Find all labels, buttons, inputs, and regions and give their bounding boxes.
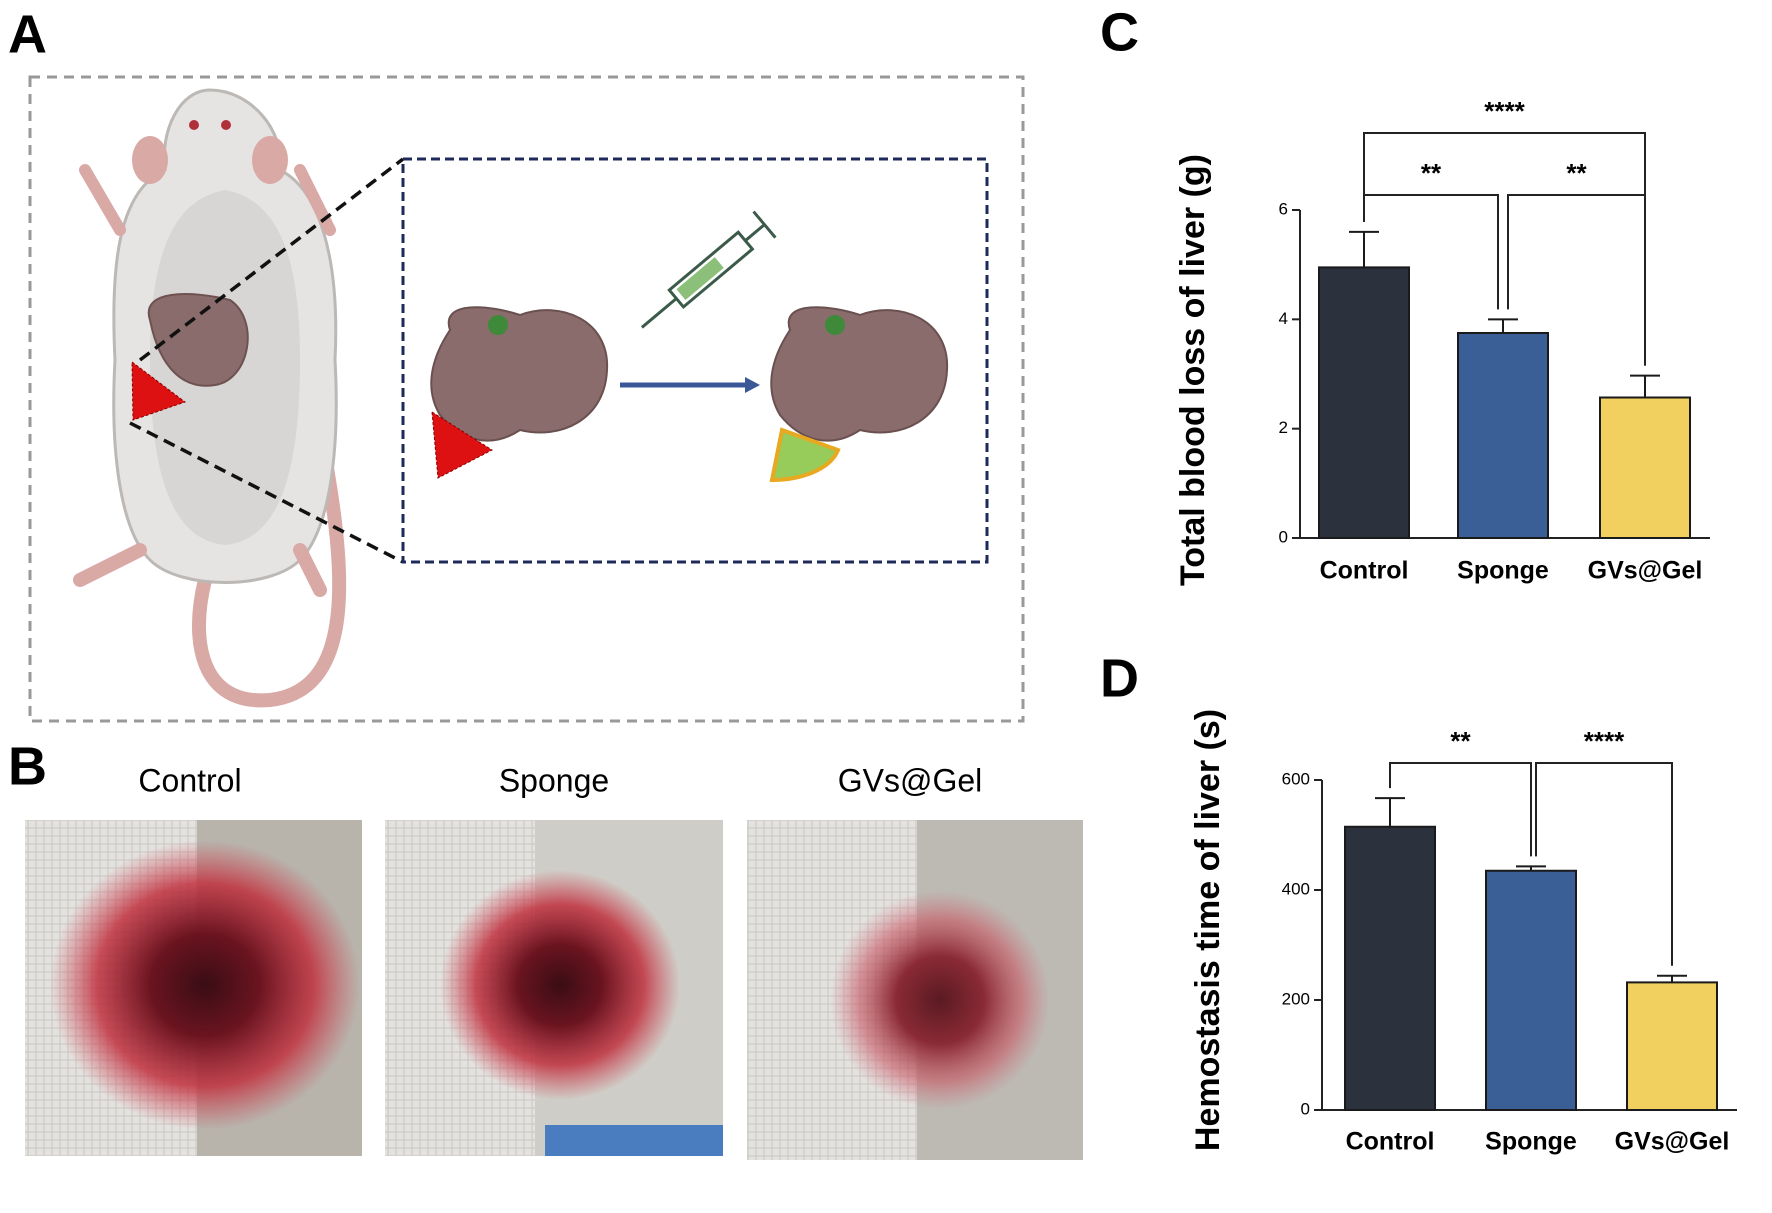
error-bar [1349,230,1379,268]
bar [1344,825,1436,1111]
significance-bracket [1363,194,1499,310]
bar [1457,332,1549,539]
y-tick-label: 6 [1279,199,1288,218]
y-tick-label: 4 [1279,309,1288,328]
photo-caption: Sponge [499,762,609,798]
error-bar [1375,797,1405,827]
photo-caption: Control [138,762,241,798]
y-tick-label: 200 [1282,989,1310,1008]
y-tick-label: 2 [1279,418,1288,437]
photo [747,820,1083,1160]
bar [1626,981,1718,1112]
x-tick-label: Sponge [1457,557,1549,585]
significance-label: **** [1584,726,1625,756]
significance-label: ** [1421,158,1442,188]
photo [25,820,362,1156]
significance-bracket [1389,762,1532,857]
error-bar [1516,865,1546,871]
error-bar [1488,318,1518,333]
significance-label: **** [1484,96,1525,126]
y-tick-label: 400 [1282,879,1310,898]
bar [1318,266,1410,539]
error-bar [1657,974,1687,983]
y-tick-label: 0 [1301,1099,1310,1118]
significance-label: ** [1566,158,1587,188]
significance-bracket [1535,762,1673,966]
significance-bracket [1507,194,1646,366]
panel-label: B [8,736,47,796]
charts: 0 2 4 6 Total blood loss of liver (g) Control… [1174,96,1737,1156]
y-axis-label: Total blood loss of liver (g) [1174,154,1212,586]
x-tick-label: Control [1320,557,1409,585]
panel-label: D [1100,648,1139,708]
x-tick-label: Sponge [1485,1128,1577,1156]
x-tick-label: GVs@Gel [1615,1128,1730,1156]
photo [385,820,723,1156]
x-tick-label: GVs@Gel [1588,557,1703,585]
schematic [28,75,1025,723]
panel-label: A [8,4,47,64]
bar [1485,869,1577,1111]
significance-label: ** [1450,726,1471,756]
y-tick-label: 0 [1279,527,1288,546]
bar [1599,396,1691,539]
photo-caption: GVs@Gel [838,762,983,798]
panel-label: C [1100,2,1139,62]
y-axis-label: Hemostasis time of liver (s) [1189,709,1227,1151]
x-tick-label: Control [1346,1128,1435,1156]
error-bar [1630,374,1660,398]
y-tick-label: 600 [1282,769,1310,788]
